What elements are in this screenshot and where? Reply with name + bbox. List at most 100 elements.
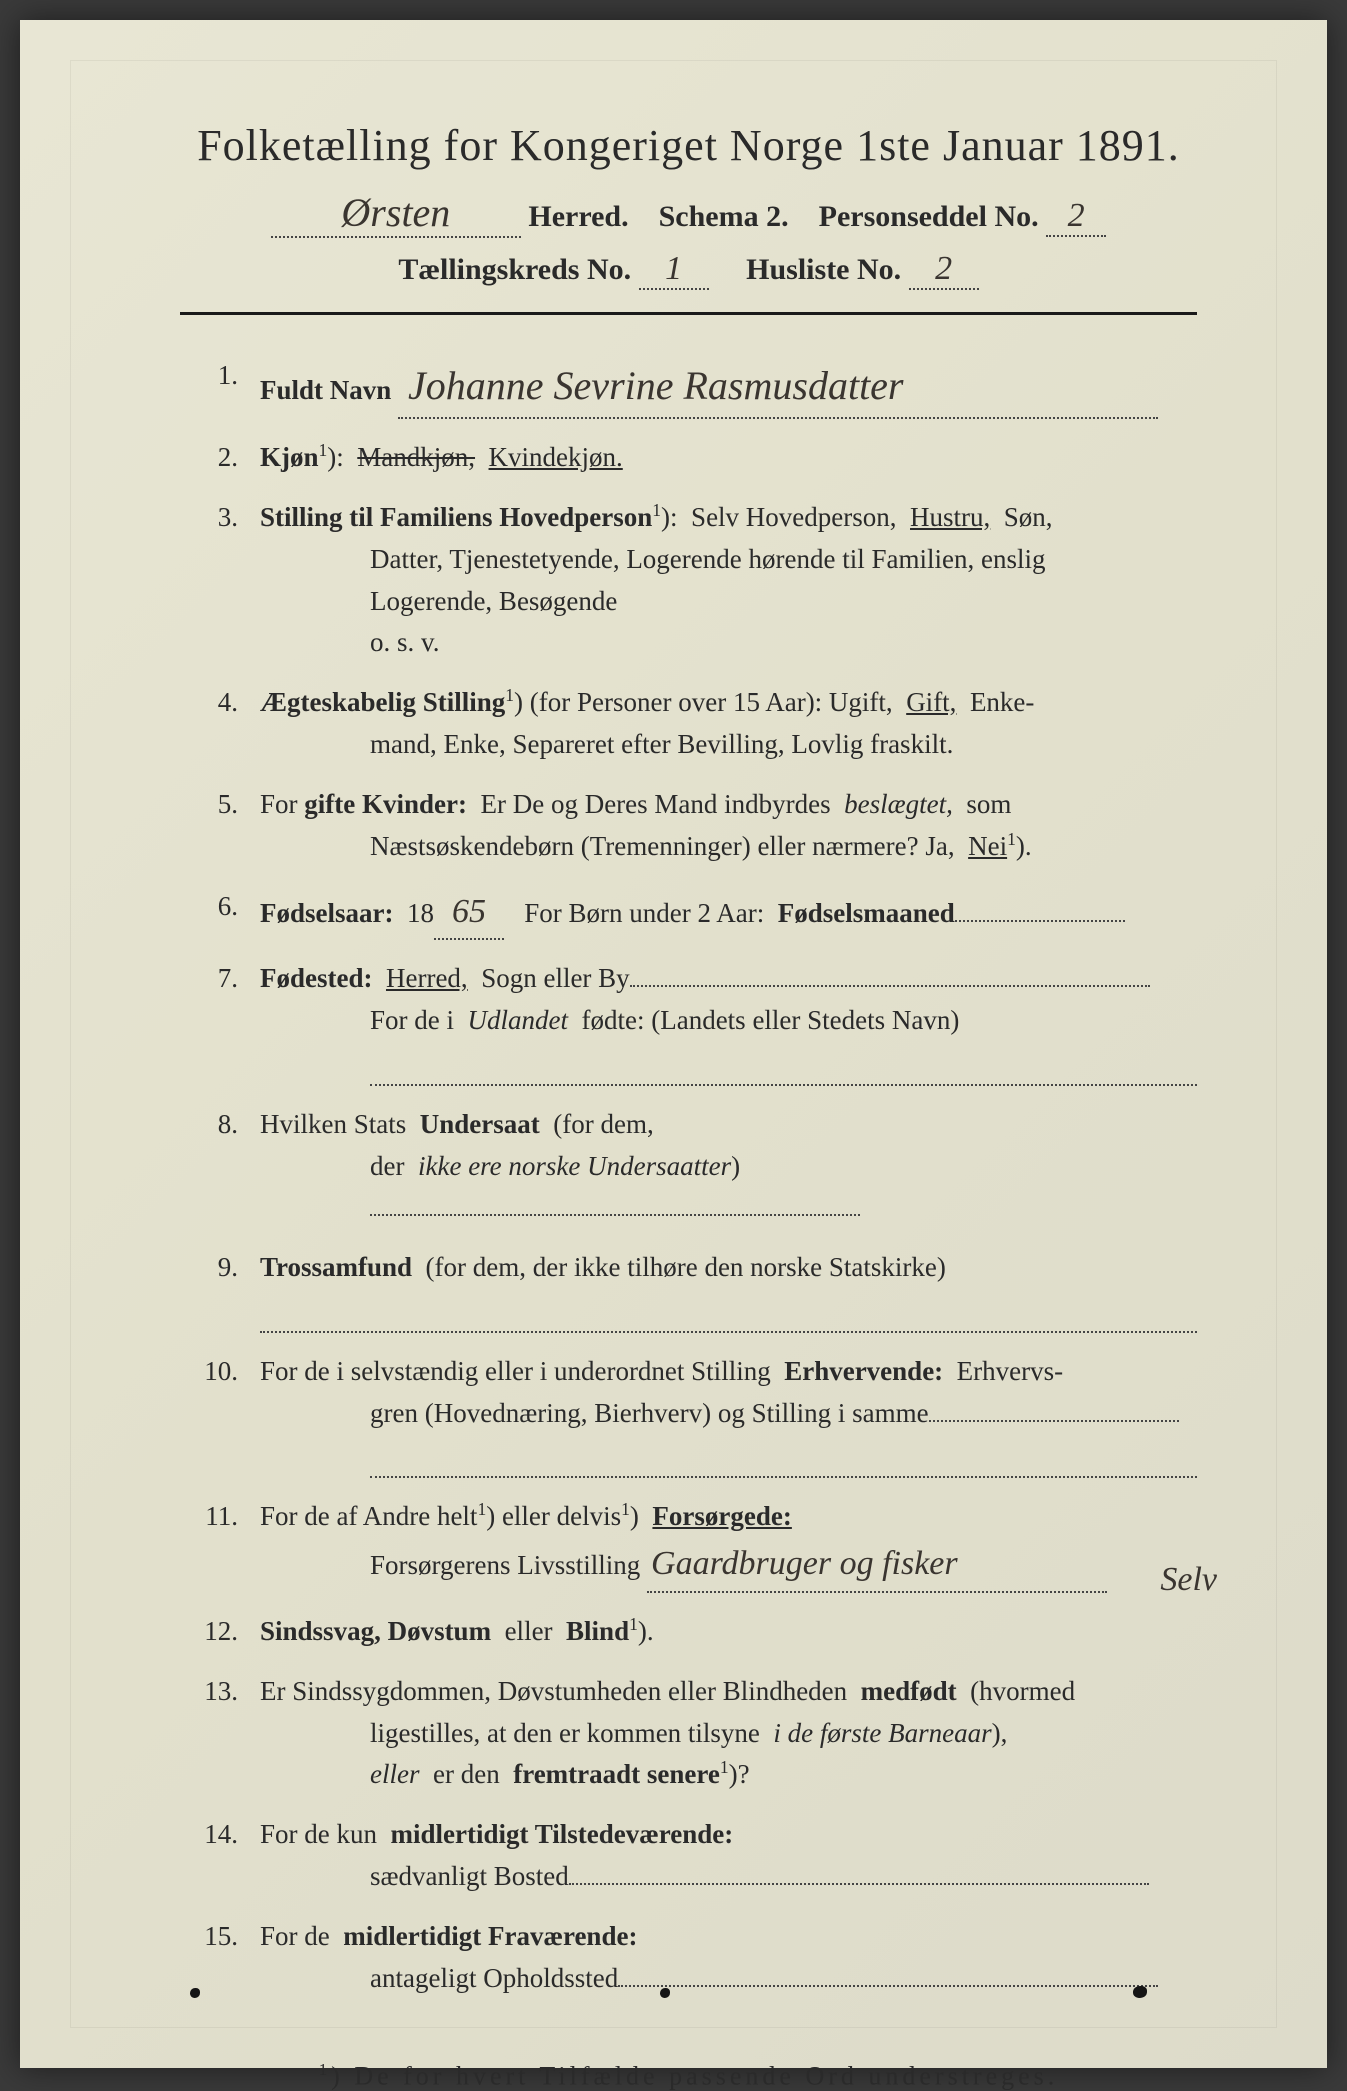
item-num: 2. <box>190 437 260 479</box>
herred-field: Ørsten <box>271 189 521 238</box>
cont: Næstsøskendebørn (Tremenninger) eller næ… <box>260 826 1197 868</box>
husliste-no-field: 2 <box>909 250 979 290</box>
year-hw: 65 <box>452 893 486 930</box>
item-3: 3. Stilling til Familiens Hovedperson1):… <box>190 497 1197 664</box>
text: (for dem, der ikke tilhøre den norske St… <box>426 1252 946 1282</box>
text: Enke- <box>970 687 1034 717</box>
ital: Udlandet <box>468 1005 569 1035</box>
whereabouts-field <box>618 1985 1158 1987</box>
sup-1: 1 <box>720 1757 729 1777</box>
label-undersaat: Undersaat <box>420 1109 540 1139</box>
kreds-no-field: 1 <box>639 250 709 290</box>
item-num: 6. <box>190 886 260 941</box>
ital: ikke ere norske Undersaatter <box>418 1151 731 1181</box>
item-num: 14. <box>190 1814 260 1898</box>
sup-1: 1 <box>477 1499 486 1519</box>
item-num: 7. <box>190 958 260 1085</box>
sup-1: 1 <box>621 1499 630 1519</box>
opt-nei: Nei <box>968 831 1007 861</box>
cont: antageligt Opholdssted <box>260 1958 1197 2000</box>
abroad-field <box>370 1048 1197 1086</box>
text: For de i selvstændig eller i underordnet… <box>260 1356 771 1386</box>
text: Er De og Deres Mand indbyrdes <box>480 789 830 819</box>
item-1: 1. Fuldt Navn Johanne Sevrine Rasmusdatt… <box>190 355 1197 419</box>
text: (hvormed <box>970 1676 1075 1706</box>
cont: Logerende, Besøgende <box>260 581 1197 623</box>
form-header: Folketælling for Kongeriget Norge 1ste J… <box>180 120 1197 315</box>
occupation-field <box>929 1420 1179 1422</box>
opt-hustru: Hustru, <box>910 502 990 532</box>
text: Sogn eller By <box>481 963 630 993</box>
label-fravaerende: midlertidigt Fraværende: <box>343 1921 637 1951</box>
item-body: For de i selvstændig eller i underordnet… <box>260 1351 1197 1478</box>
month-field <box>955 920 1125 922</box>
item-body: Fødselsaar: 1865 For Børn under 2 Aar: F… <box>260 886 1197 941</box>
religion-field <box>260 1295 1197 1333</box>
text: Er Sindssygdommen, Døvstumheden eller Bl… <box>260 1676 847 1706</box>
provider-field: Gaardbruger og fisker <box>647 1538 1107 1593</box>
cont: mand, Enke, Separeret efter Bevilling, L… <box>260 724 1197 766</box>
cont: eller er den fremtraadt senere1)? <box>260 1754 1197 1796</box>
item-num: 3. <box>190 497 260 664</box>
item-body: Fuldt Navn Johanne Sevrine Rasmusdatter <box>260 355 1197 419</box>
label-husliste: Husliste No. <box>746 253 901 286</box>
text: Erhvervs- <box>957 1356 1063 1386</box>
personseddel-no-field: 2 <box>1046 197 1106 237</box>
sup-1: 1 <box>505 685 514 705</box>
colon: ): <box>327 442 344 472</box>
item-num: 8. <box>190 1104 260 1230</box>
cont: Datter, Tjenestetyende, Logerende hørend… <box>260 539 1197 581</box>
item-num: 4. <box>190 682 260 766</box>
personseddel-no-hw: 2 <box>1068 197 1085 234</box>
census-form-page: Folketælling for Kongeriget Norge 1ste J… <box>20 20 1327 2068</box>
item-12: 12. Sindssvag, Døvstum eller Blind1). <box>190 1611 1197 1653</box>
ink-blot-icon <box>660 1988 670 1998</box>
text: ) <box>630 1501 639 1531</box>
name-field: Johanne Sevrine Rasmusdatter <box>398 355 1158 419</box>
text: Selv Hovedperson, <box>691 502 896 532</box>
item-body: For gifte Kvinder: Er De og Deres Mand i… <box>260 784 1197 868</box>
item-4: 4. Ægteskabelig Stilling1) (for Personer… <box>190 682 1197 766</box>
text: antageligt Opholdssted <box>370 1963 618 1993</box>
colon: ): <box>661 502 678 532</box>
item-9: 9. Trossamfund (for dem, der ikke tilhør… <box>190 1247 1197 1333</box>
footnote-text: ) De for hvert Tilfælde passende Ord und… <box>331 2061 1058 2090</box>
item-num: 15. <box>190 1916 260 2000</box>
label-herred: Herred. <box>528 200 628 233</box>
item-num: 12. <box>190 1611 260 1653</box>
text: er den <box>433 1759 500 1789</box>
label-stilling: Stilling til Familiens Hovedperson <box>260 502 652 532</box>
tail: ). <box>1016 831 1032 861</box>
text: For de kun <box>260 1819 377 1849</box>
text: For Børn under 2 Aar: <box>524 898 764 928</box>
ital: beslægtet, <box>844 789 953 819</box>
item-10: 10. For de i selvstændig eller i underor… <box>190 1351 1197 1478</box>
label-aegteskab: Ægteskabelig Stilling <box>260 687 505 717</box>
herred-handwriting: Ørsten <box>341 190 450 235</box>
text: eller <box>505 1616 553 1646</box>
item-body: For de af Andre helt1) eller delvis1) Fo… <box>260 1496 1197 1593</box>
kreds-no-hw: 1 <box>665 250 682 287</box>
text: Søn, <box>1004 502 1053 532</box>
item-2: 2. Kjøn1): Mandkjøn, Kvindekjøn. <box>190 437 1197 479</box>
text: Næstsøskendebørn (Tremenninger) eller næ… <box>370 831 955 861</box>
item-body: Stilling til Familiens Hovedperson1): Se… <box>260 497 1197 664</box>
header-rule <box>180 312 1197 315</box>
lead: For <box>260 789 298 819</box>
ital: eller <box>370 1759 419 1789</box>
text: Forsørgerens Livsstilling <box>370 1550 640 1580</box>
sup-1: 1 <box>629 1614 638 1634</box>
cont: der ikke ere norske Undersaatter) <box>260 1146 1197 1230</box>
item-num: 1. <box>190 355 260 419</box>
text: ), <box>992 1718 1008 1748</box>
form-items: 1. Fuldt Navn Johanne Sevrine Rasmusdatt… <box>180 355 1197 2000</box>
husliste-no-hw: 2 <box>935 250 952 287</box>
label-sindssvag: Sindssvag, Døvstum <box>260 1616 491 1646</box>
sup-1: 1 <box>652 500 661 520</box>
item-num: 5. <box>190 784 260 868</box>
text: For de i <box>370 1005 454 1035</box>
item-body: For de midlertidigt Fraværende: antageli… <box>260 1916 1197 2000</box>
text: ligestilles, at den er kommen tilsyne <box>370 1718 760 1748</box>
item-body: Sindssvag, Døvstum eller Blind1). <box>260 1611 1197 1653</box>
text: sædvanligt Bosted <box>370 1861 569 1891</box>
